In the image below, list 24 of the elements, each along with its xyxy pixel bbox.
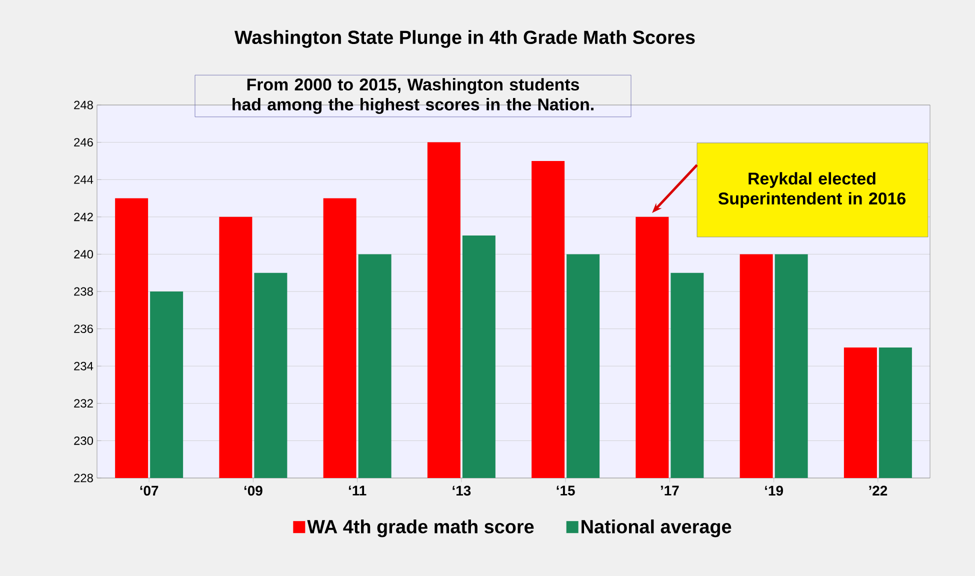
y-tick-label: 244 bbox=[74, 175, 94, 184]
x-tick-label: ’22 bbox=[869, 486, 888, 496]
x-tick-label: ‘11 bbox=[348, 486, 366, 496]
y-tick-label: 242 bbox=[74, 212, 93, 222]
x-tick-label: ‘07 bbox=[140, 486, 158, 496]
chart-subtitle: From 2000 to 2015, Washington students had among the highest scores in the Nation. bbox=[232, 78, 594, 114]
x-tick-label: ‘19 bbox=[765, 486, 784, 496]
x-tick-label: ‘09 bbox=[244, 486, 262, 496]
y-tick-label: 228 bbox=[74, 474, 93, 482]
annotation: Reykdal elected Superintendent in 2016 bbox=[718, 172, 906, 208]
x-tick-label: ‘15 bbox=[556, 486, 575, 496]
y-tick-label: 236 bbox=[74, 324, 93, 334]
legend-label: WA 4th grade math score bbox=[307, 519, 534, 538]
legend-label: National average bbox=[582, 519, 732, 538]
chart-title: Washington State Plunge in 4th Grade Math Scores bbox=[234, 30, 695, 48]
x-tick-label: ‘13 bbox=[452, 486, 471, 496]
x-tick-label: ’17 bbox=[660, 486, 679, 496]
y-tick-label: 240 bbox=[74, 250, 94, 258]
y-tick-label: 230 bbox=[74, 436, 94, 445]
y-tick-label: 234 bbox=[74, 362, 94, 370]
y-tick-label: 232 bbox=[74, 399, 93, 408]
y-tick-label: 238 bbox=[74, 287, 93, 296]
y-tick-label: 246 bbox=[74, 138, 93, 147]
y-tick-label: 248 bbox=[74, 100, 93, 110]
